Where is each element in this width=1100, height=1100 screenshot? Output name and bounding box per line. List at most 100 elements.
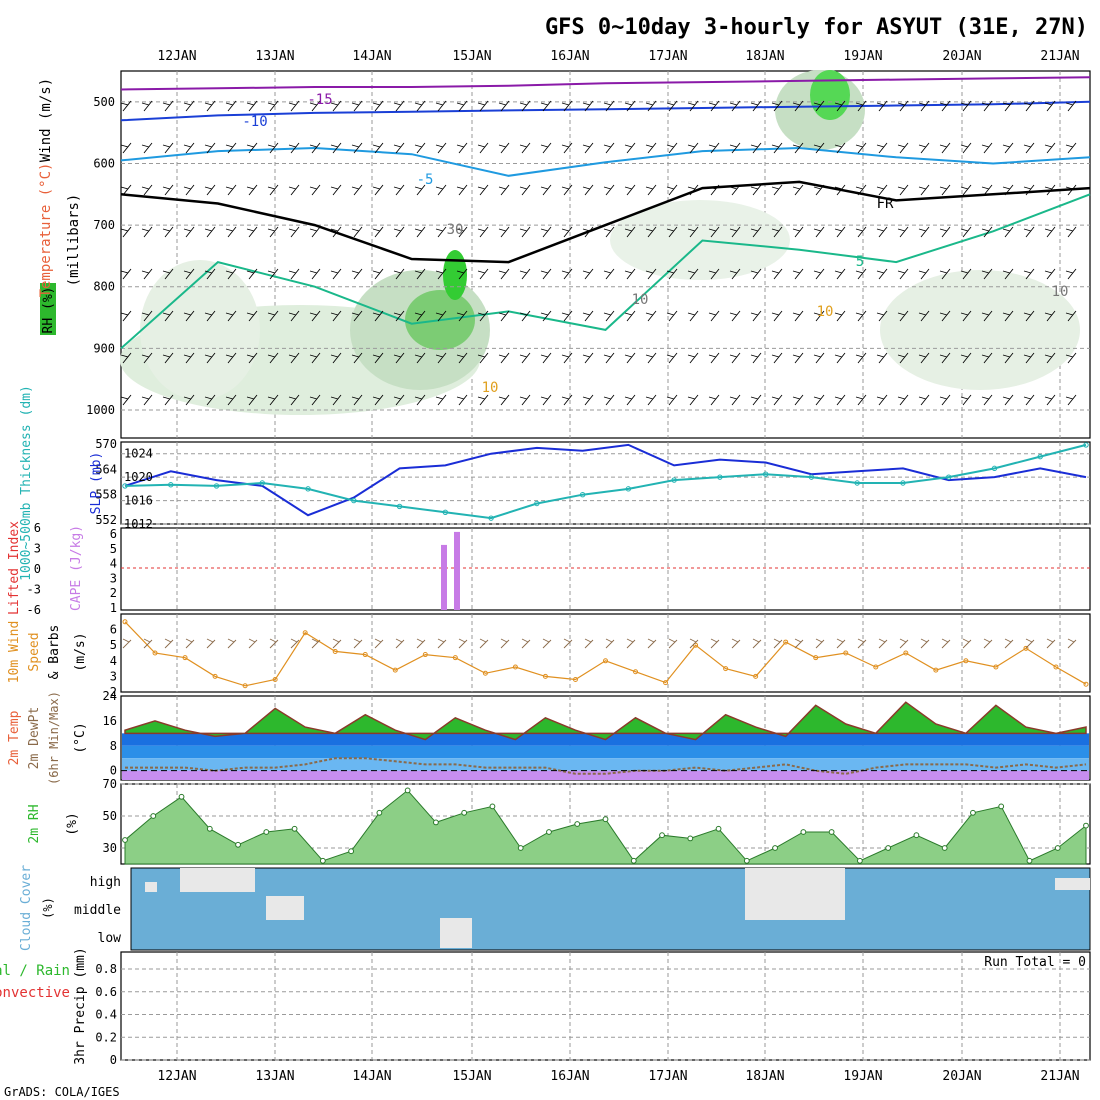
wind-barb: [1065, 268, 1077, 280]
wind-speed-point: [422, 652, 428, 658]
wind-speed-point: [633, 669, 639, 675]
wind-barb: [372, 226, 384, 238]
wind-barb: [519, 226, 531, 238]
wind-barb: [309, 352, 321, 364]
wind-barb: [897, 142, 909, 154]
wind-barb: [792, 268, 804, 280]
rh2m-point: [178, 793, 185, 800]
wind-barb: [120, 352, 132, 364]
wind-speed-point: [182, 655, 188, 661]
wind-barb: [519, 184, 531, 196]
temp-band: [122, 745, 1089, 759]
wind-speed-point: [903, 650, 909, 656]
wind-barb: [372, 184, 384, 196]
temp-band: [122, 770, 1089, 780]
wind-barb: [981, 268, 993, 280]
wind-barb-10m: [857, 638, 867, 649]
wind-barb: [855, 268, 867, 280]
wind-barb: [162, 184, 174, 196]
wind-barb-10m: [647, 638, 657, 649]
wind-barb: [666, 142, 678, 154]
li-tick-label: 3: [34, 542, 41, 556]
thickness-point: [213, 483, 220, 489]
wind-barb: [435, 268, 447, 280]
wind-barb: [729, 268, 741, 280]
wind-barb: [687, 352, 699, 364]
thickness-point: [625, 486, 632, 492]
wind-speed-point: [813, 655, 819, 661]
rh2m-point: [1083, 822, 1089, 829]
wind-barb: [792, 226, 804, 238]
wind-barb: [267, 394, 279, 406]
rh2m-label-line2: (%): [65, 812, 80, 835]
wind-barb: [267, 310, 279, 322]
temp2m-label-line3: (6hr Min/Max): [47, 691, 61, 785]
isotherm-line: [120, 76, 1091, 91]
wind-barb: [456, 268, 468, 280]
wind-barb: [414, 310, 426, 322]
wind-speed-point: [723, 666, 729, 672]
wind-barb: [456, 184, 468, 196]
wind-barb: [498, 226, 510, 238]
wind-barb: [582, 142, 594, 154]
wind-barb: [813, 394, 825, 406]
temp-tick-label: 8: [110, 739, 117, 753]
temp-band: [122, 758, 1089, 771]
wind-barb: [309, 394, 321, 406]
thickness-point: [396, 503, 403, 510]
wind-barb: [729, 352, 741, 364]
wind-barb: [246, 352, 258, 364]
wind-speed-point: [542, 673, 548, 679]
wind-barb: [120, 394, 132, 406]
wind-barb: [330, 268, 342, 280]
rh2m-point: [1054, 845, 1061, 851]
wind-barb: [834, 352, 846, 364]
wind-barb: [1044, 268, 1056, 280]
wind-barb: [351, 352, 363, 364]
wind-barb: [624, 184, 636, 196]
rh-legend: [40, 283, 56, 335]
date-label-top: 18JAN: [745, 49, 784, 64]
cloud-level-label: low: [98, 931, 122, 946]
wind-barb: [834, 394, 846, 406]
wind-barb: [561, 100, 573, 112]
cape-tick-label: 5: [110, 542, 117, 556]
rh-tick-label: 30: [103, 841, 117, 855]
wind-barb: [141, 310, 153, 322]
wind-speed-point: [1053, 664, 1059, 670]
rh2m-point: [970, 809, 976, 816]
pressure-tick-label: 500: [93, 95, 115, 109]
wind-barb: [309, 310, 321, 322]
wind-barb: [162, 268, 174, 280]
wind-barb: [267, 100, 279, 112]
temperature-axis-label: Temperature (°C): [38, 163, 54, 298]
wind-barb: [918, 184, 930, 196]
rh2m-point: [404, 787, 411, 794]
wind-barb: [603, 352, 615, 364]
precip-frame: [120, 951, 1091, 1061]
wind-barb: [603, 394, 615, 406]
pressure-tick-label: 1000: [86, 403, 115, 417]
wind-barb: [435, 100, 447, 112]
wind-barb: [666, 310, 678, 322]
wind-barb: [582, 184, 594, 196]
wind-barb-10m: [437, 638, 447, 649]
cape-tick-label: 6: [110, 527, 117, 541]
cape-tick-label: 2: [110, 586, 117, 600]
dewpoint-line: [125, 757, 1087, 775]
wind-barb: [267, 226, 279, 238]
wind-barb: [183, 268, 195, 280]
cape-bar: [454, 531, 460, 610]
wind-barb-10m: [353, 638, 363, 649]
wind-barb: [225, 226, 237, 238]
wind10m-panel: [120, 613, 1091, 693]
thickness-line: [124, 443, 1087, 520]
rh2m-point: [885, 845, 892, 851]
wind-barb: [120, 184, 132, 196]
cloud-level-label: middle: [74, 903, 121, 918]
thickness-tick-label: 552: [95, 513, 117, 527]
wind-barb: [1023, 184, 1035, 196]
wind-barb: [624, 394, 636, 406]
wind-barb: [603, 142, 615, 154]
wind-barb: [309, 184, 321, 196]
